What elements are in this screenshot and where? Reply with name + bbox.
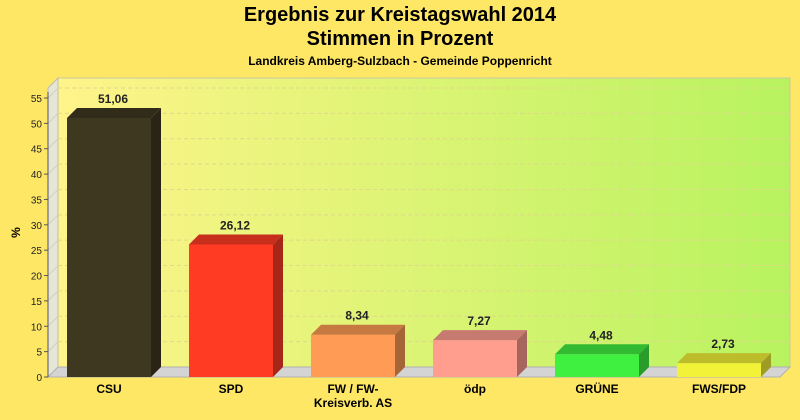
bar — [189, 244, 273, 377]
bar-side — [639, 344, 649, 377]
chart-subtitle-region: Landkreis Amberg-Sulzbach - Gemeinde Pop… — [248, 54, 552, 68]
bar-top — [433, 330, 527, 341]
bar-side — [395, 324, 405, 377]
y-tick-label: 50 — [31, 119, 43, 130]
bar — [555, 354, 639, 377]
x-tick-label: CSU — [96, 382, 121, 396]
gridline-side — [47, 265, 59, 276]
bar-top — [189, 234, 283, 245]
bar — [67, 117, 151, 377]
bar-top — [311, 324, 405, 335]
chart-subtitle: Stimmen in Prozent — [306, 28, 494, 50]
x-tick-label: GRÜNE — [575, 381, 618, 396]
y-tick-label: 5 — [36, 348, 42, 359]
data-label: 7,27 — [467, 314, 491, 328]
bar-top — [677, 353, 771, 364]
y-axis-label: % — [9, 227, 23, 238]
y-tick-label: 35 — [31, 195, 43, 206]
bar — [433, 340, 517, 377]
gridline-side — [47, 87, 59, 99]
y-tick-label: 20 — [31, 272, 43, 283]
data-label: 4,48 — [589, 328, 613, 342]
gridline-side — [47, 138, 59, 150]
y-tick-label: 45 — [31, 145, 43, 156]
gridline-side — [47, 113, 59, 124]
gridline-side — [47, 315, 59, 327]
plot-side-wall — [47, 76, 59, 379]
bar-side — [273, 234, 283, 377]
gridlines — [47, 87, 790, 352]
bar-side — [151, 107, 161, 377]
data-label: 26,12 — [220, 219, 250, 233]
x-tick-label: FWS/FDP — [692, 382, 746, 396]
y-axis: 0 5 10 15 20 25 30 35 40 45 50 55% — [9, 92, 49, 384]
bar-top — [555, 344, 649, 355]
plot-back-wall — [57, 77, 791, 368]
bar-side — [517, 330, 527, 377]
bar-top — [67, 107, 161, 118]
bar-side — [761, 353, 771, 377]
gridline-side — [47, 341, 59, 352]
gridline-side — [47, 290, 59, 302]
data-label: 51,06 — [98, 92, 128, 106]
y-tick-label: 25 — [31, 246, 43, 257]
data-label: 2,73 — [711, 337, 735, 351]
chart-title: Ergebnis zur Kreistagswahl 2014 — [243, 4, 557, 26]
y-tick-label: 10 — [31, 322, 43, 333]
labels: 51,06 CSU 26,12 SPD 8,34 FW / FW-Kreisverb. A… — [96, 92, 746, 410]
y-tick-label: 30 — [31, 221, 43, 232]
bars — [67, 107, 771, 377]
x-tick-label: FW / FW- — [327, 382, 378, 396]
bar — [311, 334, 395, 377]
gridline-side — [47, 214, 59, 226]
x-tick-label: ödp — [464, 382, 486, 396]
x-tick-label: SPD — [219, 382, 244, 396]
data-label: 8,34 — [345, 309, 369, 323]
y-tick-label: 15 — [31, 297, 43, 308]
gridline-side — [47, 239, 59, 251]
gridline-side — [47, 163, 59, 175]
x-tick-label: Kreisverb. AS — [314, 396, 392, 410]
bar — [677, 363, 761, 377]
y-tick-label: 55 — [31, 94, 43, 105]
y-tick-label: 0 — [36, 373, 42, 384]
gridline-side — [47, 189, 59, 200]
y-tick-label: 40 — [31, 170, 43, 181]
